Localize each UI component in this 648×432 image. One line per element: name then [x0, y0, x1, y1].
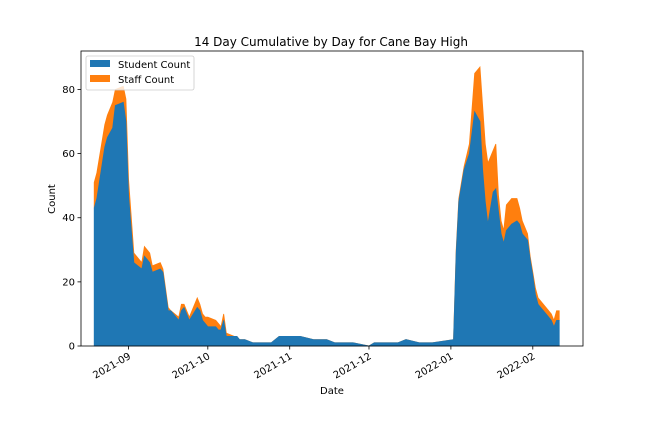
y-tick-label: 0: [69, 342, 75, 353]
x-tick-label: 2021-10: [171, 351, 213, 381]
y-axis-title: Count: [47, 184, 58, 214]
y-tick-label: 60: [62, 149, 75, 160]
x-tick-label: 2021-09: [91, 351, 133, 381]
legend-box: [85, 55, 195, 91]
area-layer: [93, 66, 560, 347]
legend-swatch-staff: [90, 75, 110, 82]
x-tick-label: 2022-02: [496, 351, 538, 381]
y-tick-label: 40: [62, 213, 75, 224]
legend-label-staff: Staff Count: [118, 75, 174, 86]
plot-area: [80, 50, 584, 347]
student-count-area: [93, 101, 560, 347]
legend: Student Count Staff Count: [85, 55, 195, 91]
x-axis: 2021-09 2021-10 2021-11 2021-12 2022-01 2022-…: [91, 346, 537, 381]
y-tick-label: 20: [62, 277, 75, 288]
y-tick-label: 80: [62, 85, 75, 96]
chart-title: 14 Day Cumulative by Day for Cane Bay Hi…: [194, 35, 468, 49]
x-axis-title: Date: [320, 386, 344, 397]
x-tick-label: 2021-11: [253, 351, 295, 381]
legend-label-student: Student Count: [118, 60, 190, 71]
x-tick-label: 2021-12: [332, 351, 374, 381]
legend-swatch-student: [90, 60, 110, 67]
y-axis: 0 20 40 60 80: [62, 85, 81, 353]
x-tick-label: 2022-01: [414, 351, 456, 381]
plot-frame: [80, 50, 584, 347]
